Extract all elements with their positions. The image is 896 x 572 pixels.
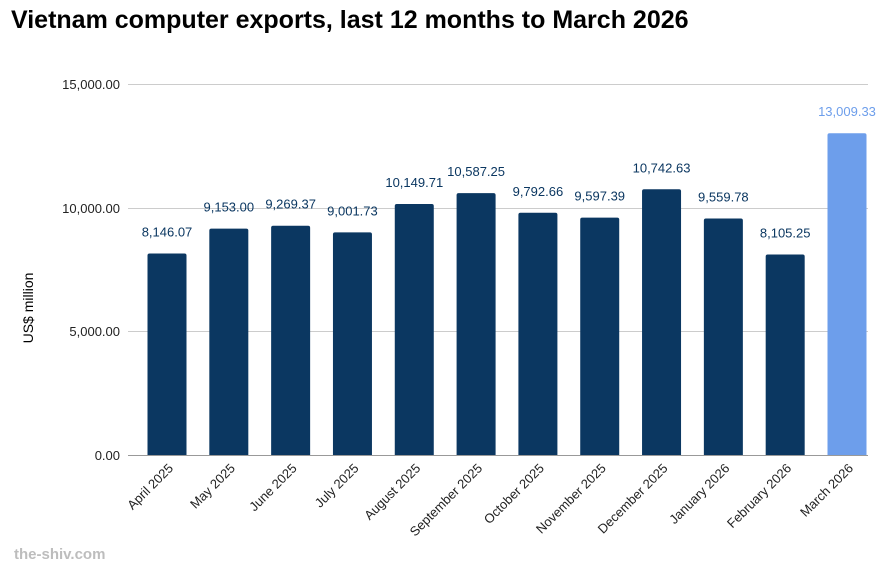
x-tick-label: May 2025: [187, 461, 238, 512]
gridlines: [128, 84, 868, 456]
data-labels: 8,146.07 9,153.00 9,269.37 9,001.73 10,149.7…: [142, 104, 876, 240]
x-tick-label: January 2026: [666, 461, 732, 527]
bar-november-2025: [580, 217, 620, 455]
data-label: 9,001.73: [327, 203, 378, 218]
bar-january-2026: [703, 218, 743, 455]
x-tick-label: March 2026: [797, 461, 856, 520]
y-axis-ticks: 0.00 5,000.00 10,000.00 15,000.00: [62, 77, 120, 463]
watermark: the-shiv.com: [14, 546, 106, 563]
data-label: 9,597.39: [574, 189, 625, 204]
data-label: 10,149.71: [385, 175, 443, 190]
data-label: 10,587.25: [447, 164, 505, 179]
bar-august-2025: [394, 203, 434, 455]
data-label: 8,105.25: [760, 226, 811, 241]
bar-july-2025: [332, 232, 372, 455]
bar-february-2026: [765, 254, 805, 455]
data-label: 13,009.33: [818, 104, 876, 119]
bar-october-2025: [518, 212, 558, 455]
x-axis-labels: April 2025 May 2025 June 2025 July 2025 Augu…: [124, 461, 856, 540]
x-tick-label: August 2025: [361, 461, 423, 523]
chart-title: Vietnam computer exports, last 12 months…: [11, 6, 689, 34]
data-label: 8,146.07: [142, 225, 193, 240]
bars: [147, 133, 867, 455]
data-label: 9,269.37: [265, 197, 316, 212]
y-tick-label: 15,000.00: [62, 77, 120, 92]
x-tick-label: April 2025: [124, 461, 176, 513]
bar-december-2025: [642, 189, 682, 455]
y-tick-label: 0.00: [95, 448, 120, 463]
bar-september-2025: [456, 193, 496, 455]
y-tick-label: 5,000.00: [69, 324, 120, 339]
bar-march-2026: [827, 133, 867, 455]
y-axis-title: US$ million: [20, 273, 36, 344]
data-label: 9,792.66: [513, 184, 564, 199]
x-tick-label: July 2025: [312, 461, 362, 511]
data-label: 10,742.63: [633, 160, 691, 175]
bar-may-2025: [209, 228, 249, 455]
data-label: 9,153.00: [204, 200, 255, 215]
data-label: 9,559.78: [698, 190, 749, 205]
bar-april-2025: [147, 253, 187, 455]
y-tick-label: 10,000.00: [62, 201, 120, 216]
x-tick-label: February 2026: [724, 461, 794, 531]
x-tick-label: June 2025: [246, 461, 300, 515]
bar-june-2025: [271, 225, 311, 455]
x-tick-label: October 2025: [481, 461, 547, 527]
